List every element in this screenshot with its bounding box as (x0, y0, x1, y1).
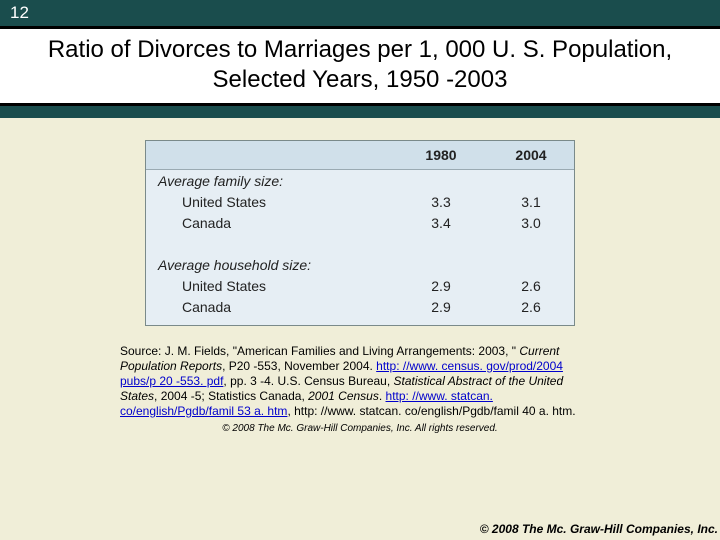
source-text: Source: J. M. Fields, "American Families… (120, 344, 519, 358)
cell: 3.0 (486, 215, 576, 231)
row-label: Canada (146, 299, 396, 315)
footer-copyright: © 2008 The Mc. Graw-Hill Companies, Inc. (0, 518, 720, 540)
table-row: United States 3.3 3.1 (146, 191, 574, 212)
copyright-inline: © 2008 The Mc. Graw-Hill Companies, Inc.… (0, 423, 720, 434)
title-underbar (0, 106, 720, 118)
col-year2: 2004 (486, 147, 576, 163)
cell: 2.9 (396, 278, 486, 294)
page-number-bar: 12 (0, 0, 720, 26)
table-header: 1980 2004 (146, 141, 574, 170)
source-text: , pp. 3 -4. U.S. Census Bureau, (223, 374, 393, 388)
source-text: , P20 -553, November 2004. (222, 359, 376, 373)
row-label: United States (146, 278, 396, 294)
col-year1: 1980 (396, 147, 486, 163)
cell: 3.3 (396, 194, 486, 210)
title-block: Ratio of Divorces to Marriages per 1, 00… (0, 26, 720, 106)
source-text: , 2004 -5; Statistics Canada, (154, 389, 308, 403)
cell: 2.9 (396, 299, 486, 315)
source-text: , http: //www. statcan. co/english/Pgdb/… (287, 404, 575, 418)
table-body: Average family size: United States 3.3 3… (146, 170, 574, 325)
source-text: . (379, 389, 386, 403)
slide-title: Ratio of Divorces to Marriages per 1, 00… (10, 35, 710, 95)
source-citation: Source: J. M. Fields, "American Families… (120, 344, 600, 419)
section2-label: Average household size: (146, 257, 396, 273)
cell: 3.1 (486, 194, 576, 210)
row-label: United States (146, 194, 396, 210)
cell: 2.6 (486, 299, 576, 315)
page-number: 12 (10, 3, 29, 22)
table-row: Canada 3.4 3.0 (146, 212, 574, 233)
section1-label: Average family size: (146, 173, 396, 189)
table-row: Canada 2.9 2.6 (146, 296, 574, 317)
cell: 3.4 (396, 215, 486, 231)
source-italic: 2001 Census (308, 389, 379, 403)
table-row: United States 2.9 2.6 (146, 275, 574, 296)
cell: 2.6 (486, 278, 576, 294)
data-table: 1980 2004 Average family size: United St… (145, 140, 575, 326)
row-label: Canada (146, 215, 396, 231)
